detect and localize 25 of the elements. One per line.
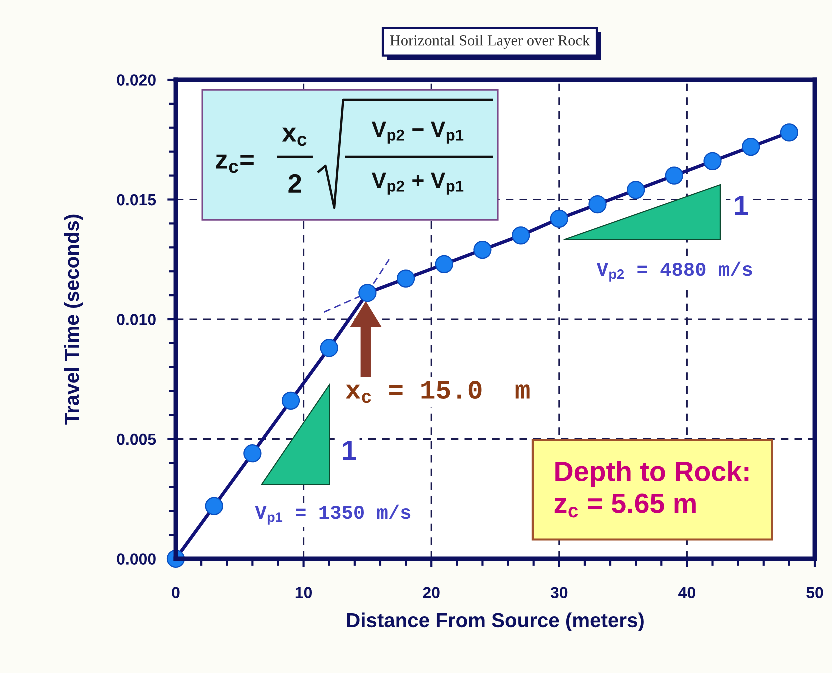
annotation: V$_{p2}$ + V$_{p1}$ (372, 172, 464, 195)
annotation: 1 (343, 441, 356, 460)
annotation: Depth to Rock: z$_{c}$ = 5.65 m (554, 461, 749, 518)
x-tick-label: 10 (296, 587, 312, 599)
x-tick-label: 30 (550, 587, 568, 599)
annotation: V$_{p2}$ − V$_{p1}$ (372, 122, 464, 144)
x-tick-label: 0 (172, 587, 180, 599)
x-axis-title: Distance From Source (meters) (347, 612, 644, 632)
y-tick-label: 0.010 (117, 314, 156, 326)
chart-title: Horizontal Soil Layer over Rock (390, 35, 590, 49)
y-tick-label: 0.005 (117, 434, 156, 446)
annotation: 2 (288, 174, 302, 193)
y-axis-title: Travel Time (seconds) (64, 214, 84, 425)
y-tick-label: 0.015 (117, 194, 156, 206)
annotation: x$_{c}$ = 15.0 m (346, 381, 530, 404)
annotation: 1 (735, 196, 748, 216)
annotation: V$_{p1}$ = 1350 m/s (255, 504, 411, 525)
annotation: x$_{c}$ (282, 128, 307, 146)
annotation: z$_{c}$= (216, 154, 254, 174)
y-tick-label: 0.020 (117, 74, 156, 86)
annotation: V$_{p2}$ = 4880 m/s (596, 262, 752, 282)
x-tick-label: 50 (806, 587, 824, 599)
y-tick-label: 0.000 (117, 554, 156, 565)
x-tick-label: 40 (678, 587, 696, 599)
x-tick-label: 20 (423, 587, 440, 599)
